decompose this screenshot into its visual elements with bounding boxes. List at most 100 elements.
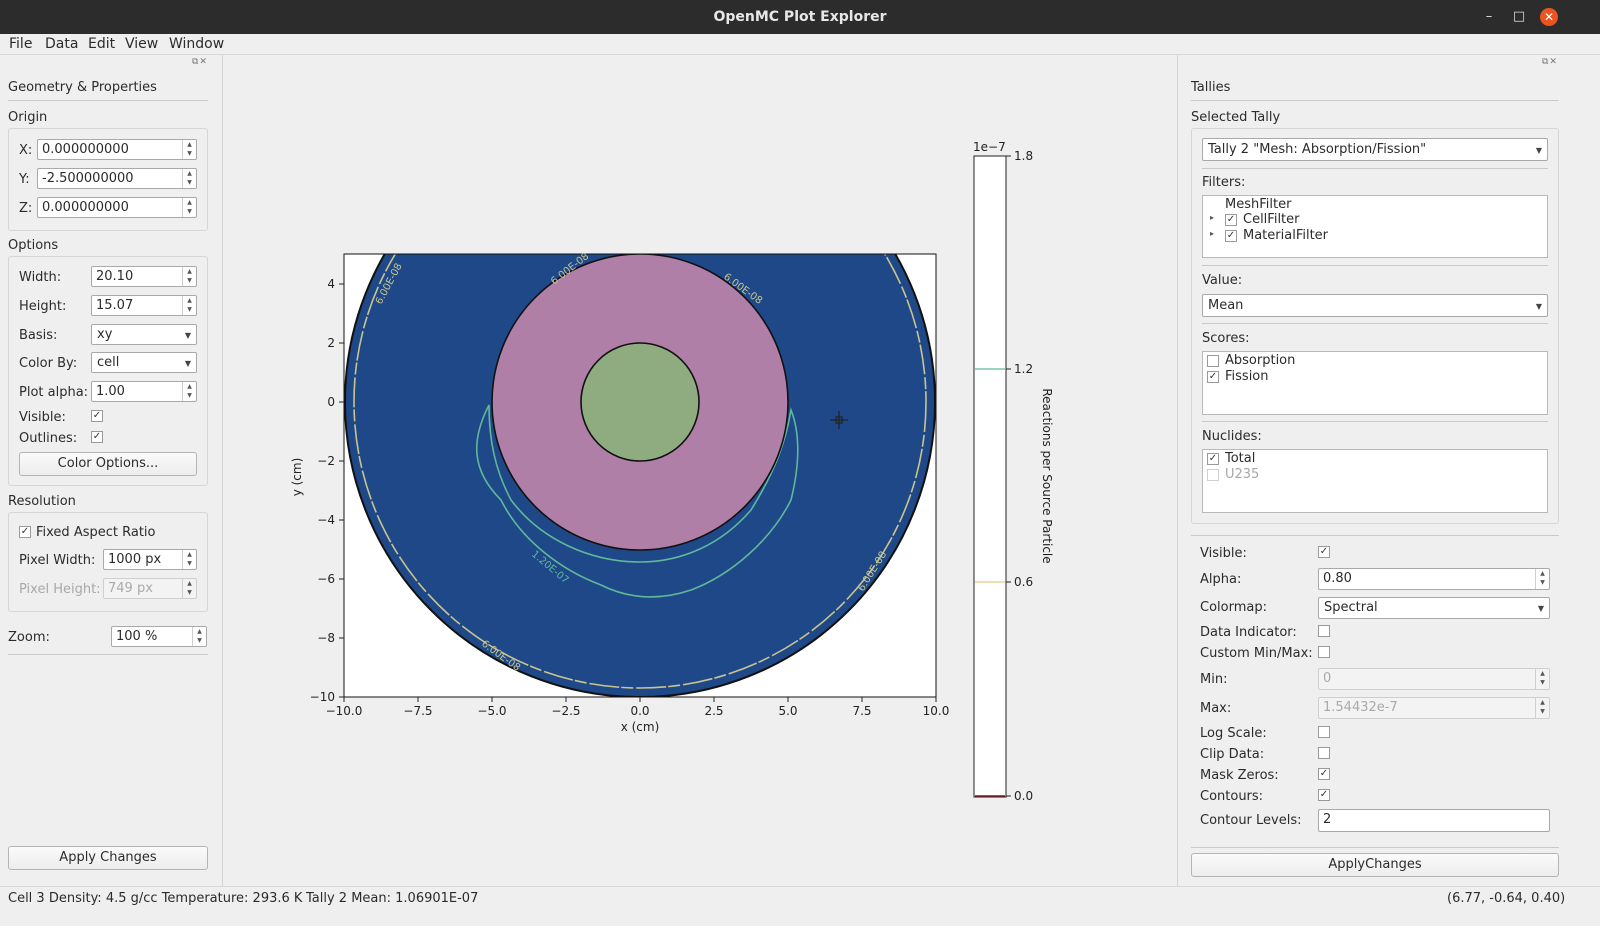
color-options-button[interactable]: Color Options...	[19, 452, 197, 476]
divider	[1202, 323, 1548, 324]
tally-plot[interactable]: 6.00E-08 6.00E-08 6.00E-08 6.00E-08 6.00…	[223, 55, 1179, 886]
width-input[interactable]: 20.10 ▲ ▼	[91, 266, 197, 287]
colorby-select[interactable]: cell ▼	[91, 352, 197, 373]
y-tick-label: −4	[317, 513, 335, 527]
width-value: 20.10	[96, 269, 134, 284]
menu-window[interactable]: Window	[169, 36, 225, 52]
menu-edit[interactable]: Edit	[88, 36, 116, 52]
score-item[interactable]: Absorption	[1225, 353, 1296, 368]
colorbar-multiplier: 1e−7	[973, 140, 1006, 154]
dock-float-close-icon[interactable]: ⧉✕	[1542, 57, 1558, 67]
expand-arrow-icon[interactable]: ▸	[1210, 213, 1215, 222]
spin-arrows-icon[interactable]: ▲ ▼	[182, 550, 196, 569]
x-axis-label: x (cm)	[621, 720, 660, 734]
tally-alpha-input[interactable]: 0.80 ▲ ▼	[1318, 568, 1550, 590]
origin-y-input[interactable]: -2.500000000 ▲ ▼	[37, 168, 197, 189]
outlines-label: Outlines:	[19, 431, 78, 446]
nuclide-item[interactable]: Total	[1225, 451, 1256, 466]
plot-canvas[interactable]: 6.00E-08 6.00E-08 6.00E-08 6.00E-08 6.00…	[222, 55, 1178, 886]
close-icon[interactable]: ✕	[1540, 8, 1558, 26]
fixed-aspect-checkbox[interactable]: ✓	[19, 526, 31, 538]
zoom-input[interactable]: 100 % ▲ ▼	[111, 626, 207, 647]
tally-visible-label: Visible:	[1200, 546, 1247, 561]
clip-data-label: Clip Data:	[1200, 747, 1265, 762]
options-group	[8, 256, 208, 486]
clip-data-checkbox[interactable]	[1318, 747, 1330, 759]
value-select[interactable]: Mean ▼	[1202, 294, 1548, 317]
spin-arrows-icon[interactable]: ▲ ▼	[182, 296, 196, 315]
score-checkbox[interactable]: ✓	[1207, 371, 1219, 383]
value-label: Value:	[1202, 273, 1243, 288]
minimize-icon[interactable]: –	[1485, 9, 1493, 24]
height-input[interactable]: 15.07 ▲ ▼	[91, 295, 197, 316]
colormap-select[interactable]: Spectral ▼	[1318, 597, 1550, 619]
divider	[1202, 168, 1548, 169]
nuclide-checkbox	[1207, 469, 1219, 481]
basis-select[interactable]: xy ▼	[91, 324, 197, 345]
max-label: Max:	[1200, 701, 1232, 716]
spin-arrows-icon[interactable]: ▲ ▼	[182, 382, 196, 401]
apply-changes-button[interactable]: Apply Changes	[8, 846, 208, 870]
filter-checkbox[interactable]: ✓	[1225, 214, 1237, 226]
origin-x-input[interactable]: 0.000000000 ▲ ▼	[37, 139, 197, 160]
x-tick-label: −7.5	[403, 704, 432, 718]
custom-minmax-checkbox[interactable]	[1318, 646, 1330, 658]
colorby-value: cell	[97, 355, 120, 370]
outlines-checkbox[interactable]: ✓	[91, 431, 103, 443]
dock-float-close-icon[interactable]: ⧉✕	[192, 57, 208, 67]
filter-item[interactable]: MeshFilter	[1225, 197, 1292, 212]
spin-arrows-icon[interactable]: ▲ ▼	[1535, 569, 1549, 589]
spin-arrows-icon: ▲ ▼	[182, 579, 196, 598]
colormap-label: Colormap:	[1200, 600, 1267, 615]
origin-z-input[interactable]: 0.000000000 ▲ ▼	[37, 197, 197, 218]
expand-arrow-icon[interactable]: ▸	[1210, 229, 1215, 238]
geometry-panel: ⧉✕ Geometry & Properties Origin X: 0.000…	[0, 55, 222, 886]
filter-checkbox[interactable]: ✓	[1225, 230, 1237, 242]
data-indicator-checkbox[interactable]	[1318, 625, 1330, 637]
selected-tally-title: Selected Tally	[1191, 110, 1281, 125]
tally-visible-checkbox[interactable]: ✓	[1318, 546, 1330, 558]
score-checkbox[interactable]	[1207, 355, 1219, 367]
menu-data[interactable]: Data	[45, 36, 79, 52]
menu-view[interactable]: View	[125, 36, 159, 52]
basis-value: xy	[97, 327, 113, 342]
colorby-label: Color By:	[19, 356, 78, 371]
spin-arrows-icon[interactable]: ▲ ▼	[182, 267, 196, 286]
filter-item[interactable]: CellFilter	[1243, 212, 1300, 227]
nuclides-list[interactable]: ✓ Total U235	[1202, 449, 1548, 513]
scores-list[interactable]: Absorption ✓ Fission	[1202, 351, 1548, 415]
spin-arrows-icon[interactable]: ▲ ▼	[182, 169, 196, 188]
status-cell-info: Cell 3 Density: 4.5 g/cc Temperature: 29…	[8, 891, 303, 906]
nuclide-checkbox[interactable]: ✓	[1207, 453, 1219, 465]
contours-checkbox[interactable]: ✓	[1318, 789, 1330, 801]
plot-alpha-value: 1.00	[96, 384, 125, 399]
menu-file[interactable]: File	[9, 36, 33, 52]
pixel-height-label: Pixel Height:	[19, 582, 101, 597]
colormap-value: Spectral	[1324, 600, 1378, 615]
pixel-width-input[interactable]: 1000 px ▲ ▼	[103, 549, 197, 570]
x-tick-label: 0.0	[630, 704, 649, 718]
origin-y-value: -2.500000000	[42, 171, 134, 186]
spin-arrows-icon[interactable]: ▲ ▼	[182, 140, 196, 159]
maximize-icon[interactable]: □	[1512, 9, 1526, 24]
contours-label: Contours:	[1200, 789, 1264, 804]
origin-z-value: 0.000000000	[42, 200, 129, 215]
log-scale-checkbox[interactable]	[1318, 726, 1330, 738]
selected-tally-select[interactable]: Tally 2 "Mesh: Absorption/Fission" ▼	[1202, 138, 1548, 161]
tally-alpha-label: Alpha:	[1200, 572, 1242, 587]
score-item[interactable]: Fission	[1225, 369, 1269, 384]
filters-tree[interactable]: MeshFilter ▸ ✓ CellFilter ▸ ✓ MaterialFi…	[1202, 195, 1548, 258]
filters-label: Filters:	[1202, 175, 1246, 190]
custom-minmax-label: Custom Min/Max:	[1200, 646, 1313, 661]
filter-item[interactable]: MaterialFilter	[1243, 228, 1329, 243]
plot-alpha-input[interactable]: 1.00 ▲ ▼	[91, 381, 197, 402]
visible-checkbox[interactable]: ✓	[91, 410, 103, 422]
contour-levels-input[interactable]: 2	[1318, 809, 1550, 832]
height-value: 15.07	[96, 298, 134, 313]
min-value: 0	[1323, 671, 1332, 686]
tally-apply-changes-button[interactable]: ApplyChanges	[1191, 853, 1559, 877]
mask-zeros-checkbox[interactable]: ✓	[1318, 768, 1330, 780]
spin-arrows-icon[interactable]: ▲ ▼	[192, 627, 206, 646]
panel-title: Tallies	[1191, 80, 1231, 95]
spin-arrows-icon[interactable]: ▲ ▼	[182, 198, 196, 217]
